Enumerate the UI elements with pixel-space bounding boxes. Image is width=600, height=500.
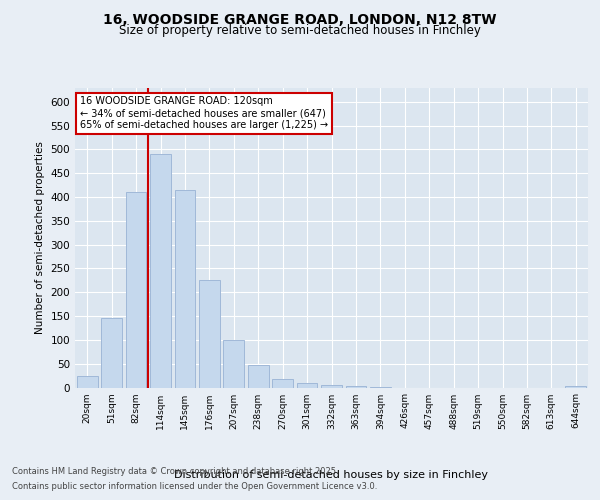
Text: Contains HM Land Registry data © Crown copyright and database right 2025.: Contains HM Land Registry data © Crown c… xyxy=(12,467,338,476)
Bar xyxy=(199,280,220,388)
Bar xyxy=(175,190,196,388)
Y-axis label: Number of semi-detached properties: Number of semi-detached properties xyxy=(35,141,45,334)
Text: Size of property relative to semi-detached houses in Finchley: Size of property relative to semi-detach… xyxy=(119,24,481,37)
Bar xyxy=(125,192,146,388)
Text: 16, WOODSIDE GRANGE ROAD, LONDON, N12 8TW: 16, WOODSIDE GRANGE ROAD, LONDON, N12 8T… xyxy=(103,12,497,26)
Text: Contains public sector information licensed under the Open Government Licence v3: Contains public sector information licen… xyxy=(12,482,377,491)
Bar xyxy=(101,318,122,388)
Bar xyxy=(223,340,244,388)
Bar xyxy=(77,376,98,388)
Bar xyxy=(321,384,342,388)
Bar xyxy=(248,365,269,388)
Bar xyxy=(150,154,171,388)
Bar xyxy=(565,386,586,388)
Text: 16 WOODSIDE GRANGE ROAD: 120sqm
← 34% of semi-detached houses are smaller (647)
: 16 WOODSIDE GRANGE ROAD: 120sqm ← 34% of… xyxy=(80,96,328,130)
Bar xyxy=(296,382,317,388)
Bar xyxy=(346,386,367,388)
Bar xyxy=(272,380,293,388)
X-axis label: Distribution of semi-detached houses by size in Finchley: Distribution of semi-detached houses by … xyxy=(175,470,488,480)
